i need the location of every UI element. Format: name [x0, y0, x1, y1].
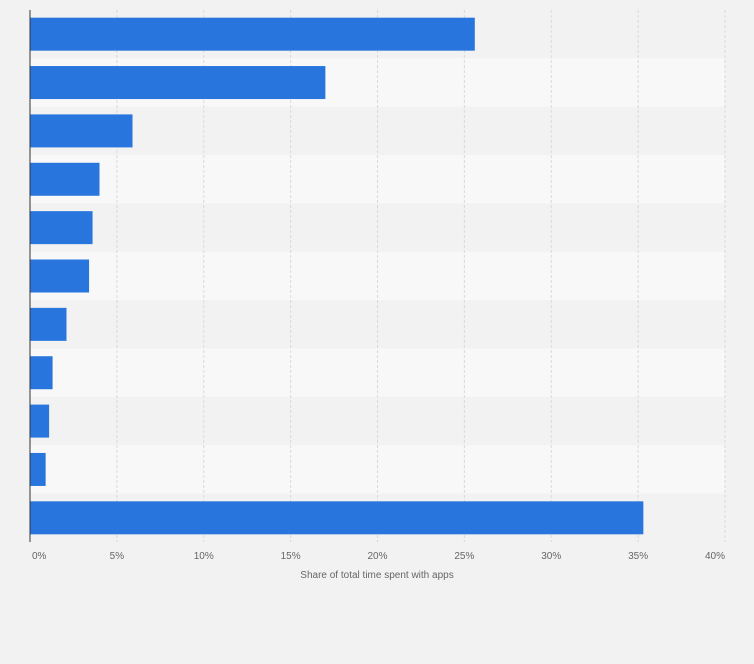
x-tick-label: 10%: [194, 551, 214, 562]
bar: [30, 162, 100, 196]
x-tick-label: 40%: [705, 551, 725, 562]
gridlines: [116, 10, 726, 542]
bar: [30, 114, 133, 148]
x-tick-labels: 0% 5% 10% 15% 20% 25% 30% 35% 40%: [32, 551, 725, 562]
x-tick-label: 0%: [32, 551, 47, 562]
x-axis-title: Share of total time spent with apps: [300, 570, 453, 581]
bar: [30, 66, 326, 100]
x-tick-label: 35%: [628, 551, 648, 562]
bar: [30, 356, 53, 390]
x-tick-label: 30%: [541, 551, 561, 562]
x-tick-label: 20%: [367, 551, 387, 562]
bar: [30, 404, 50, 438]
bar: [30, 211, 93, 245]
x-tick-label: 25%: [454, 551, 474, 562]
bar: [30, 501, 644, 535]
bar: [30, 17, 475, 51]
bar: [30, 307, 67, 341]
bar: [30, 259, 90, 293]
bar: [30, 452, 46, 486]
x-tick-label: 5%: [110, 551, 125, 562]
bars: [30, 17, 644, 535]
x-tick-label: 15%: [281, 551, 301, 562]
